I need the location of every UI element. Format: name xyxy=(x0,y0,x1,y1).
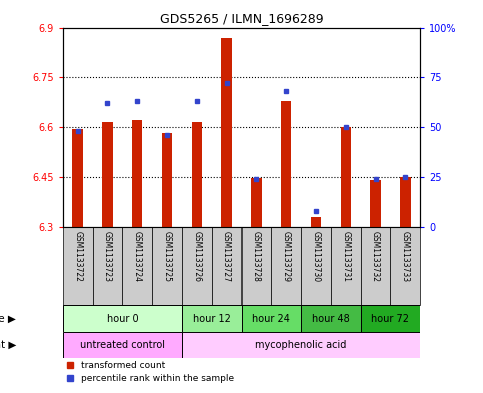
Bar xyxy=(361,228,390,305)
Text: GSM1133724: GSM1133724 xyxy=(133,231,142,282)
Bar xyxy=(390,228,420,305)
Text: time ▶: time ▶ xyxy=(0,314,16,323)
Text: agent ▶: agent ▶ xyxy=(0,340,16,350)
Bar xyxy=(192,122,202,228)
Bar xyxy=(301,305,361,332)
Text: hour 48: hour 48 xyxy=(312,314,350,323)
Text: GSM1133725: GSM1133725 xyxy=(163,231,171,282)
Text: GSM1133727: GSM1133727 xyxy=(222,231,231,282)
Bar xyxy=(182,332,420,358)
Bar xyxy=(162,133,172,228)
Text: GSM1133723: GSM1133723 xyxy=(103,231,112,282)
Text: hour 0: hour 0 xyxy=(107,314,138,323)
Bar xyxy=(93,228,122,305)
Bar xyxy=(301,228,331,305)
Bar xyxy=(311,217,321,228)
Bar xyxy=(361,305,420,332)
Text: GSM1133730: GSM1133730 xyxy=(312,231,320,283)
Bar xyxy=(132,120,142,228)
Bar xyxy=(400,177,411,228)
Text: GSM1133722: GSM1133722 xyxy=(73,231,82,282)
Text: transformed count: transformed count xyxy=(81,361,165,370)
Bar xyxy=(212,228,242,305)
Text: untreated control: untreated control xyxy=(80,340,165,350)
Bar xyxy=(370,180,381,228)
Text: GSM1133733: GSM1133733 xyxy=(401,231,410,283)
Bar xyxy=(63,305,182,332)
Bar xyxy=(182,305,242,332)
Bar xyxy=(251,178,262,228)
Bar xyxy=(63,228,93,305)
Text: percentile rank within the sample: percentile rank within the sample xyxy=(81,374,234,383)
Bar xyxy=(152,228,182,305)
Text: mycophenolic acid: mycophenolic acid xyxy=(256,340,347,350)
Bar xyxy=(331,228,361,305)
Bar xyxy=(242,305,301,332)
Text: GSM1133729: GSM1133729 xyxy=(282,231,291,282)
Text: hour 72: hour 72 xyxy=(371,314,410,323)
Bar xyxy=(221,38,232,228)
Text: GSM1133726: GSM1133726 xyxy=(192,231,201,282)
Bar xyxy=(102,123,113,228)
Bar xyxy=(281,101,291,228)
Bar xyxy=(341,127,351,228)
Title: GDS5265 / ILMN_1696289: GDS5265 / ILMN_1696289 xyxy=(160,12,323,25)
Text: GSM1133728: GSM1133728 xyxy=(252,231,261,282)
Bar xyxy=(63,332,182,358)
Bar xyxy=(72,129,83,228)
Bar xyxy=(271,228,301,305)
Text: hour 12: hour 12 xyxy=(193,314,231,323)
Bar xyxy=(122,228,152,305)
Text: hour 24: hour 24 xyxy=(252,314,290,323)
Text: GSM1133732: GSM1133732 xyxy=(371,231,380,282)
Bar xyxy=(182,228,212,305)
Bar xyxy=(242,228,271,305)
Text: GSM1133731: GSM1133731 xyxy=(341,231,350,282)
